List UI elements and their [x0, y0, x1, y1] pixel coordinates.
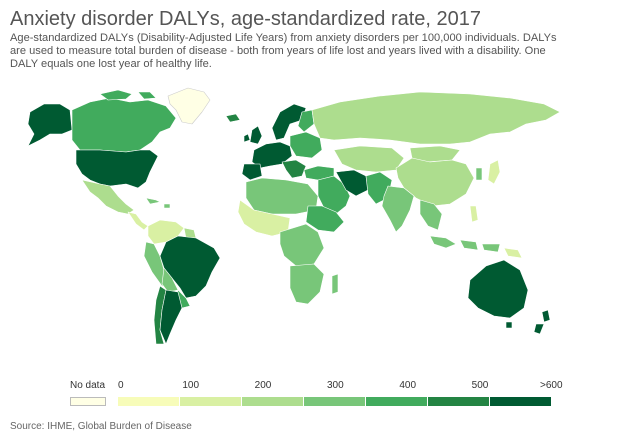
map-legend: No data 0 100 200 300 400 500 >600	[0, 372, 624, 412]
chart-title: Anxiety disorder DALYs, age-standardized…	[10, 8, 482, 30]
world-map[interactable]	[0, 84, 624, 344]
legend-swatch-3	[304, 397, 365, 406]
region-mexico[interactable]	[81, 179, 135, 215]
region-caribbean[interactable]	[145, 197, 171, 209]
region-papua-new-guinea[interactable]	[503, 247, 523, 259]
region-iceland[interactable]	[225, 113, 241, 123]
legend-swatch-1	[180, 397, 241, 406]
region-horn-of-africa[interactable]	[305, 205, 345, 233]
region-australia[interactable]	[467, 259, 529, 319]
legend-swatch-0	[118, 397, 179, 406]
region-uk[interactable]	[243, 125, 263, 145]
region-central-asia[interactable]	[333, 145, 405, 173]
region-canada[interactable]	[71, 97, 177, 153]
region-japan[interactable]	[487, 159, 501, 185]
legend-no-data-swatch	[70, 397, 106, 406]
region-finland[interactable]	[297, 109, 315, 133]
legend-swatch-5	[428, 397, 489, 406]
region-india[interactable]	[381, 185, 415, 233]
region-eastern-europe[interactable]	[289, 131, 323, 159]
region-southeast-asia[interactable]	[419, 199, 443, 231]
source-note: Source: IHME, Global Burden of Disease	[10, 421, 192, 432]
region-guianas[interactable]	[183, 227, 197, 239]
region-alaska[interactable]	[27, 103, 73, 147]
region-arctic-islands[interactable]	[99, 89, 157, 101]
legend-tick-1: 100	[182, 380, 200, 391]
legend-tick-3: 300	[327, 380, 344, 391]
legend-tick-2: 200	[254, 380, 272, 391]
region-philippines[interactable]	[469, 205, 479, 223]
region-middle-east[interactable]	[317, 175, 351, 215]
region-tasmania[interactable]	[505, 321, 513, 329]
region-korea[interactable]	[475, 167, 483, 181]
legend-tick-6: >600	[540, 380, 563, 391]
region-greenland[interactable]	[167, 87, 211, 125]
legend-swatch-2	[242, 397, 303, 406]
region-italy-balkans[interactable]	[281, 159, 307, 179]
region-indonesia[interactable]	[429, 235, 501, 253]
legend-tick-5: 500	[471, 380, 489, 391]
region-north-africa[interactable]	[245, 177, 319, 215]
region-central-africa[interactable]	[279, 223, 325, 267]
region-iberia[interactable]	[241, 163, 263, 181]
legend-no-data-label: No data	[70, 380, 106, 391]
region-russia[interactable]	[311, 91, 561, 145]
legend-swatch-6	[490, 397, 551, 406]
region-new-zealand[interactable]	[533, 309, 551, 335]
region-southern-africa[interactable]	[289, 263, 325, 305]
region-usa[interactable]	[75, 149, 159, 189]
region-madagascar[interactable]	[331, 273, 339, 295]
legend-swatch-4	[366, 397, 427, 406]
legend-tick-0: 0	[118, 380, 124, 391]
chart-subtitle: Age-standardized DALYs (Disability-Adjus…	[10, 32, 557, 70]
legend-tick-4: 400	[399, 380, 417, 391]
region-central-america[interactable]	[127, 211, 149, 231]
region-argentina[interactable]	[159, 289, 183, 344]
